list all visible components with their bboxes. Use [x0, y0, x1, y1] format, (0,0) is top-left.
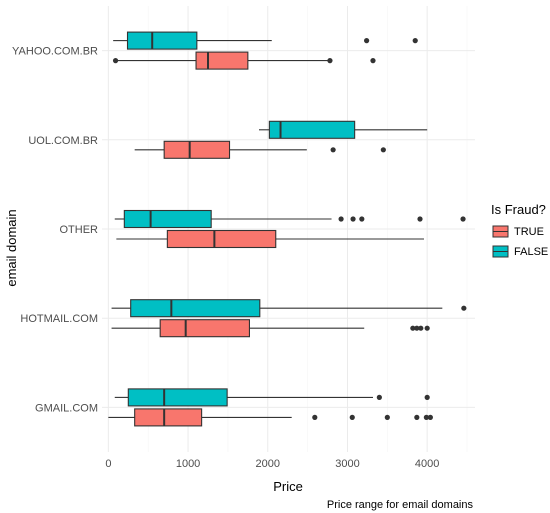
chart-caption: Price range for email domains [327, 499, 474, 511]
outlier-point [424, 325, 430, 331]
box-yahoo-com-br-false [113, 31, 418, 50]
grid-layer [102, 6, 475, 452]
iqr-box [123, 209, 212, 229]
x-tick-label: 3000 [335, 458, 359, 470]
outlier-point [112, 58, 119, 64]
box-gmail-com-false [114, 388, 430, 407]
iqr-box [159, 319, 250, 338]
box-other-true [116, 229, 424, 249]
outlier-point [424, 394, 430, 400]
outlier-point [370, 58, 376, 64]
box-other-false [114, 209, 466, 229]
iqr-box [166, 229, 277, 249]
y-tick-label-gmail-com: GMAIL.COM [35, 402, 98, 414]
outlier-point [338, 216, 344, 222]
iqr-box [126, 31, 198, 50]
axis-layer: 0 1000 2000 3000 4000 GMAIL.COM HOTMAIL.COM OTH… [12, 46, 439, 470]
outlier-point [380, 147, 386, 153]
box-uol-com-br-false [259, 120, 428, 139]
iqr-box [134, 408, 203, 427]
outlier-point [312, 414, 318, 420]
outlier-point [414, 414, 420, 420]
legend-entry-true: TRUE [492, 225, 544, 238]
box-layer [108, 31, 467, 427]
legend-entries: TRUE FALSE [492, 225, 548, 258]
outlier-point [410, 325, 416, 331]
iqr-box [163, 140, 231, 159]
outlier-point [359, 216, 365, 222]
outlier-point [384, 414, 390, 420]
y-tick-label-uol-com-br: UOL.COM.BR [28, 135, 98, 147]
legend-title: Is Fraud? [491, 202, 546, 217]
outlier-point [427, 414, 433, 420]
x-tick-label: 4000 [415, 458, 439, 470]
x-axis-title: Price [273, 479, 303, 494]
legend-label: TRUE [514, 226, 544, 238]
y-tick-label-hotmail-com: HOTMAIL.COM [20, 313, 98, 325]
outlier-point [418, 325, 424, 331]
x-tick-label: 0 [105, 458, 111, 470]
iqr-box [127, 388, 228, 407]
outlier-point [460, 216, 466, 222]
outlier-point [423, 414, 429, 420]
legend: Is Fraud? TRUE FALSE [491, 202, 548, 258]
box-uol-com-br-true [134, 140, 386, 159]
outlier-point [349, 414, 355, 420]
y-tick-label-other: OTHER [60, 224, 99, 236]
outlier-point [364, 38, 370, 44]
iqr-box [195, 51, 249, 70]
outlier-point [350, 216, 356, 222]
y-axis-title: email domain [4, 209, 19, 286]
box-hotmail-com-true [111, 319, 430, 338]
outlier-point [412, 38, 418, 44]
outlier-point [327, 58, 333, 64]
outlier-point [376, 394, 382, 400]
iqr-box [130, 299, 261, 318]
legend-entry-false: FALSE [492, 245, 548, 258]
box-hotmail-com-false [111, 299, 467, 318]
box-yahoo-com-br-true [112, 51, 376, 70]
y-tick-label-yahoo-com-br: YAHOO.COM.BR [12, 46, 98, 58]
outlier-point [461, 305, 467, 311]
x-tick-label: 1000 [176, 458, 200, 470]
legend-label: FALSE [514, 246, 548, 258]
box-gmail-com-true [108, 408, 433, 427]
iqr-box [268, 120, 356, 139]
outlier-point [417, 216, 423, 222]
outlier-point [414, 325, 420, 331]
outlier-point [330, 147, 336, 153]
x-tick-label: 2000 [256, 458, 280, 470]
